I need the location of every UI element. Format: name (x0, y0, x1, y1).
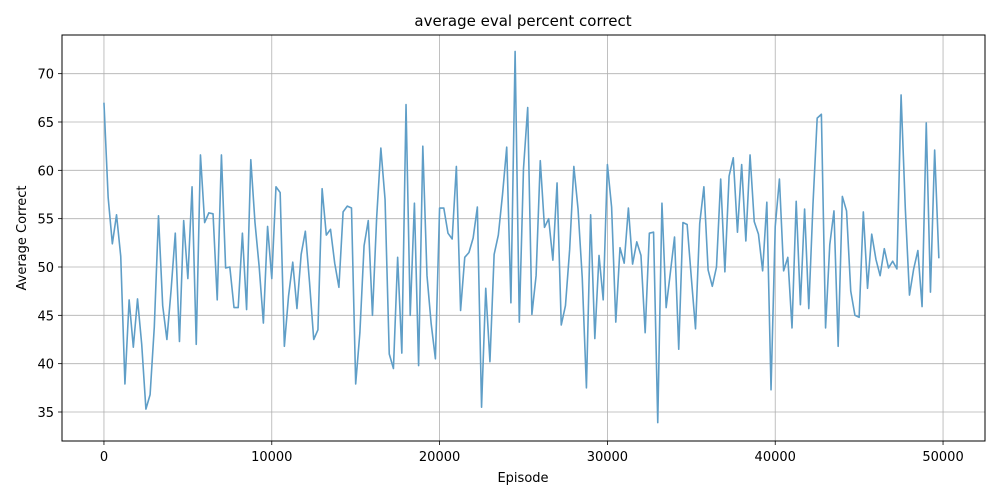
x-tick-label: 10000 (251, 450, 292, 465)
x-tick-label: 30000 (587, 450, 628, 465)
plot-frame (61, 34, 986, 442)
series-layer (103, 50, 940, 424)
y-tick-label: 45 (37, 309, 54, 324)
y-tick-label: 35 (37, 406, 54, 421)
y-tick-label: 70 (37, 68, 54, 83)
chart-title: average eval percent correct (414, 12, 631, 30)
x-tick-label: 50000 (922, 450, 963, 465)
grid-layer (62, 35, 985, 441)
x-axis-label: Episode (497, 471, 548, 486)
tick-layer: 0 10000 20000 30000 40000 50000 35 40 45 50 55 60 65… (37, 68, 963, 465)
y-tick-label: 60 (37, 164, 54, 179)
y-axis-label: Average Correct (15, 186, 30, 291)
y-tick-label: 65 (37, 116, 54, 131)
x-tick-label: 0 (100, 450, 108, 465)
y-tick-label: 40 (37, 358, 54, 373)
y-tick-label: 50 (37, 261, 54, 276)
y-tick-label: 55 (37, 213, 54, 228)
x-tick-label: 20000 (419, 450, 460, 465)
series-line (103, 50, 940, 424)
x-tick-label: 40000 (755, 450, 796, 465)
